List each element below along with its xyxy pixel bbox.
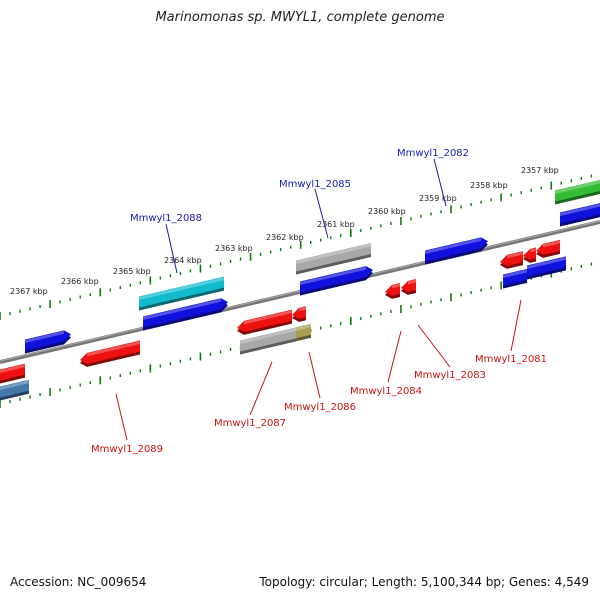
kbp-label: 2363 kbp (215, 244, 253, 253)
gene-arrow-highlight (530, 247, 536, 253)
accession-text: Accession: NC_009654 (10, 575, 147, 589)
label-leader (387, 330, 402, 383)
gene-arrow-highlight (527, 256, 566, 269)
gene-arrow[interactable] (240, 327, 296, 355)
gene-arrow-highlight (543, 240, 560, 248)
kbp-label: 2359 kbp (419, 194, 457, 203)
gene-arrow[interactable] (25, 330, 71, 354)
kbp-label: 2358 kbp (470, 181, 508, 190)
gene-label-forward: Mmwyl1_2085 (279, 179, 351, 190)
kbp-label: 2364 kbp (164, 256, 202, 265)
gene-arrow-body (425, 237, 488, 262)
gene-arrow[interactable] (527, 256, 566, 280)
label-leader (308, 351, 321, 399)
gene-arrow-highlight (408, 279, 416, 285)
kbp-label: 2367 kbp (10, 287, 48, 296)
gene-arrow-highlight (139, 277, 224, 300)
gene-arrow[interactable] (300, 266, 373, 296)
gene-arrow-highlight (0, 380, 29, 390)
map-title: Marinomonas sp. MWYL1, complete genome (155, 10, 445, 25)
gene-arrow-body (143, 298, 228, 328)
kbp-label: 2362 kbp (266, 233, 304, 242)
label-leader (115, 393, 128, 441)
gene-arrow-highlight (296, 243, 371, 264)
label-leader (249, 361, 273, 416)
kbp-label: 2357 kbp (521, 166, 559, 175)
gene-arrow-highlight (143, 298, 221, 320)
gene-arrow-body (300, 266, 373, 293)
gene-arrow-highlight (555, 180, 600, 194)
gene-arrow-highlight (240, 327, 296, 344)
kbp-label: 2365 kbp (113, 267, 151, 276)
gene-label-reverse: Mmwyl1_2083 (414, 370, 486, 381)
label-leader (510, 299, 522, 352)
gene-arrow-highlight (244, 310, 292, 325)
gene-arrow-highlight (425, 237, 481, 254)
gene-arrow[interactable] (523, 247, 536, 263)
gene-arrow[interactable] (555, 180, 600, 205)
gene-arrow-highlight (503, 269, 527, 278)
gene-arrow[interactable] (560, 203, 600, 227)
gene-arrow[interactable] (0, 379, 29, 401)
gene-arrow-highlight (299, 306, 306, 312)
gene-labels: Mmwyl1_2082 Mmwyl1_2085 Mmwyl1_2088 Mmwy… (91, 148, 547, 455)
kbp-label: 2361 kbp (317, 220, 355, 229)
gene-arrow-highlight (0, 364, 25, 373)
gene-label-reverse: Mmwyl1_2086 (284, 402, 356, 413)
gene-arrow[interactable] (536, 239, 560, 258)
kbp-label: 2360 kbp (368, 207, 406, 216)
gene-arrow[interactable] (385, 283, 400, 299)
gene-arrow[interactable] (292, 306, 306, 322)
gene-label-forward: Mmwyl1_2088 (130, 213, 202, 224)
gene-label-reverse: Mmwyl1_2089 (91, 444, 163, 455)
gene-arrow[interactable] (296, 243, 371, 275)
gene-arrow[interactable] (143, 298, 228, 331)
gene-arrow[interactable] (139, 276, 224, 311)
gene-arrow[interactable] (503, 268, 527, 289)
gene-label-reverse: Mmwyl1_2081 (475, 354, 547, 365)
gene-arrow-highlight (295, 324, 311, 331)
label-leader (433, 158, 447, 207)
gene-label-forward: Mmwyl1_2082 (397, 148, 469, 159)
gene-arrow[interactable] (401, 279, 416, 295)
gene-arrow-highlight (87, 341, 140, 357)
gene-arrow-highlight (392, 283, 400, 289)
gene-arrow[interactable] (237, 309, 292, 335)
gene-arrow[interactable] (500, 251, 523, 269)
gene-arrow-body (25, 330, 71, 351)
label-leader (314, 188, 329, 239)
gene-label-lines (115, 158, 522, 441)
label-leader (417, 324, 451, 368)
gene-arrow-highlight (25, 330, 64, 343)
topology-text: Topology: circular; Length: 5,100,344 bp… (259, 575, 589, 589)
gene-arrow[interactable] (425, 237, 488, 265)
gene-features (0, 180, 600, 401)
gene-arrow[interactable] (0, 363, 25, 384)
gene-arrow[interactable] (80, 340, 140, 367)
upper-tick-track (0, 174, 593, 320)
gene-arrow-highlight (560, 203, 600, 216)
gene-label-reverse: Mmwyl1_2087 (214, 418, 286, 429)
kbp-label: 2366 kbp (61, 277, 99, 286)
kbp-labels: 2357 kbp 2358 kbp 2359 kbp 2360 kbp 2361… (10, 166, 559, 296)
label-leader (165, 223, 178, 274)
gene-label-reverse: Mmwyl1_2084 (350, 386, 422, 397)
gene-arrow[interactable] (295, 323, 311, 342)
gene-arrow-highlight (300, 266, 366, 285)
gene-arrow-highlight (507, 251, 523, 259)
